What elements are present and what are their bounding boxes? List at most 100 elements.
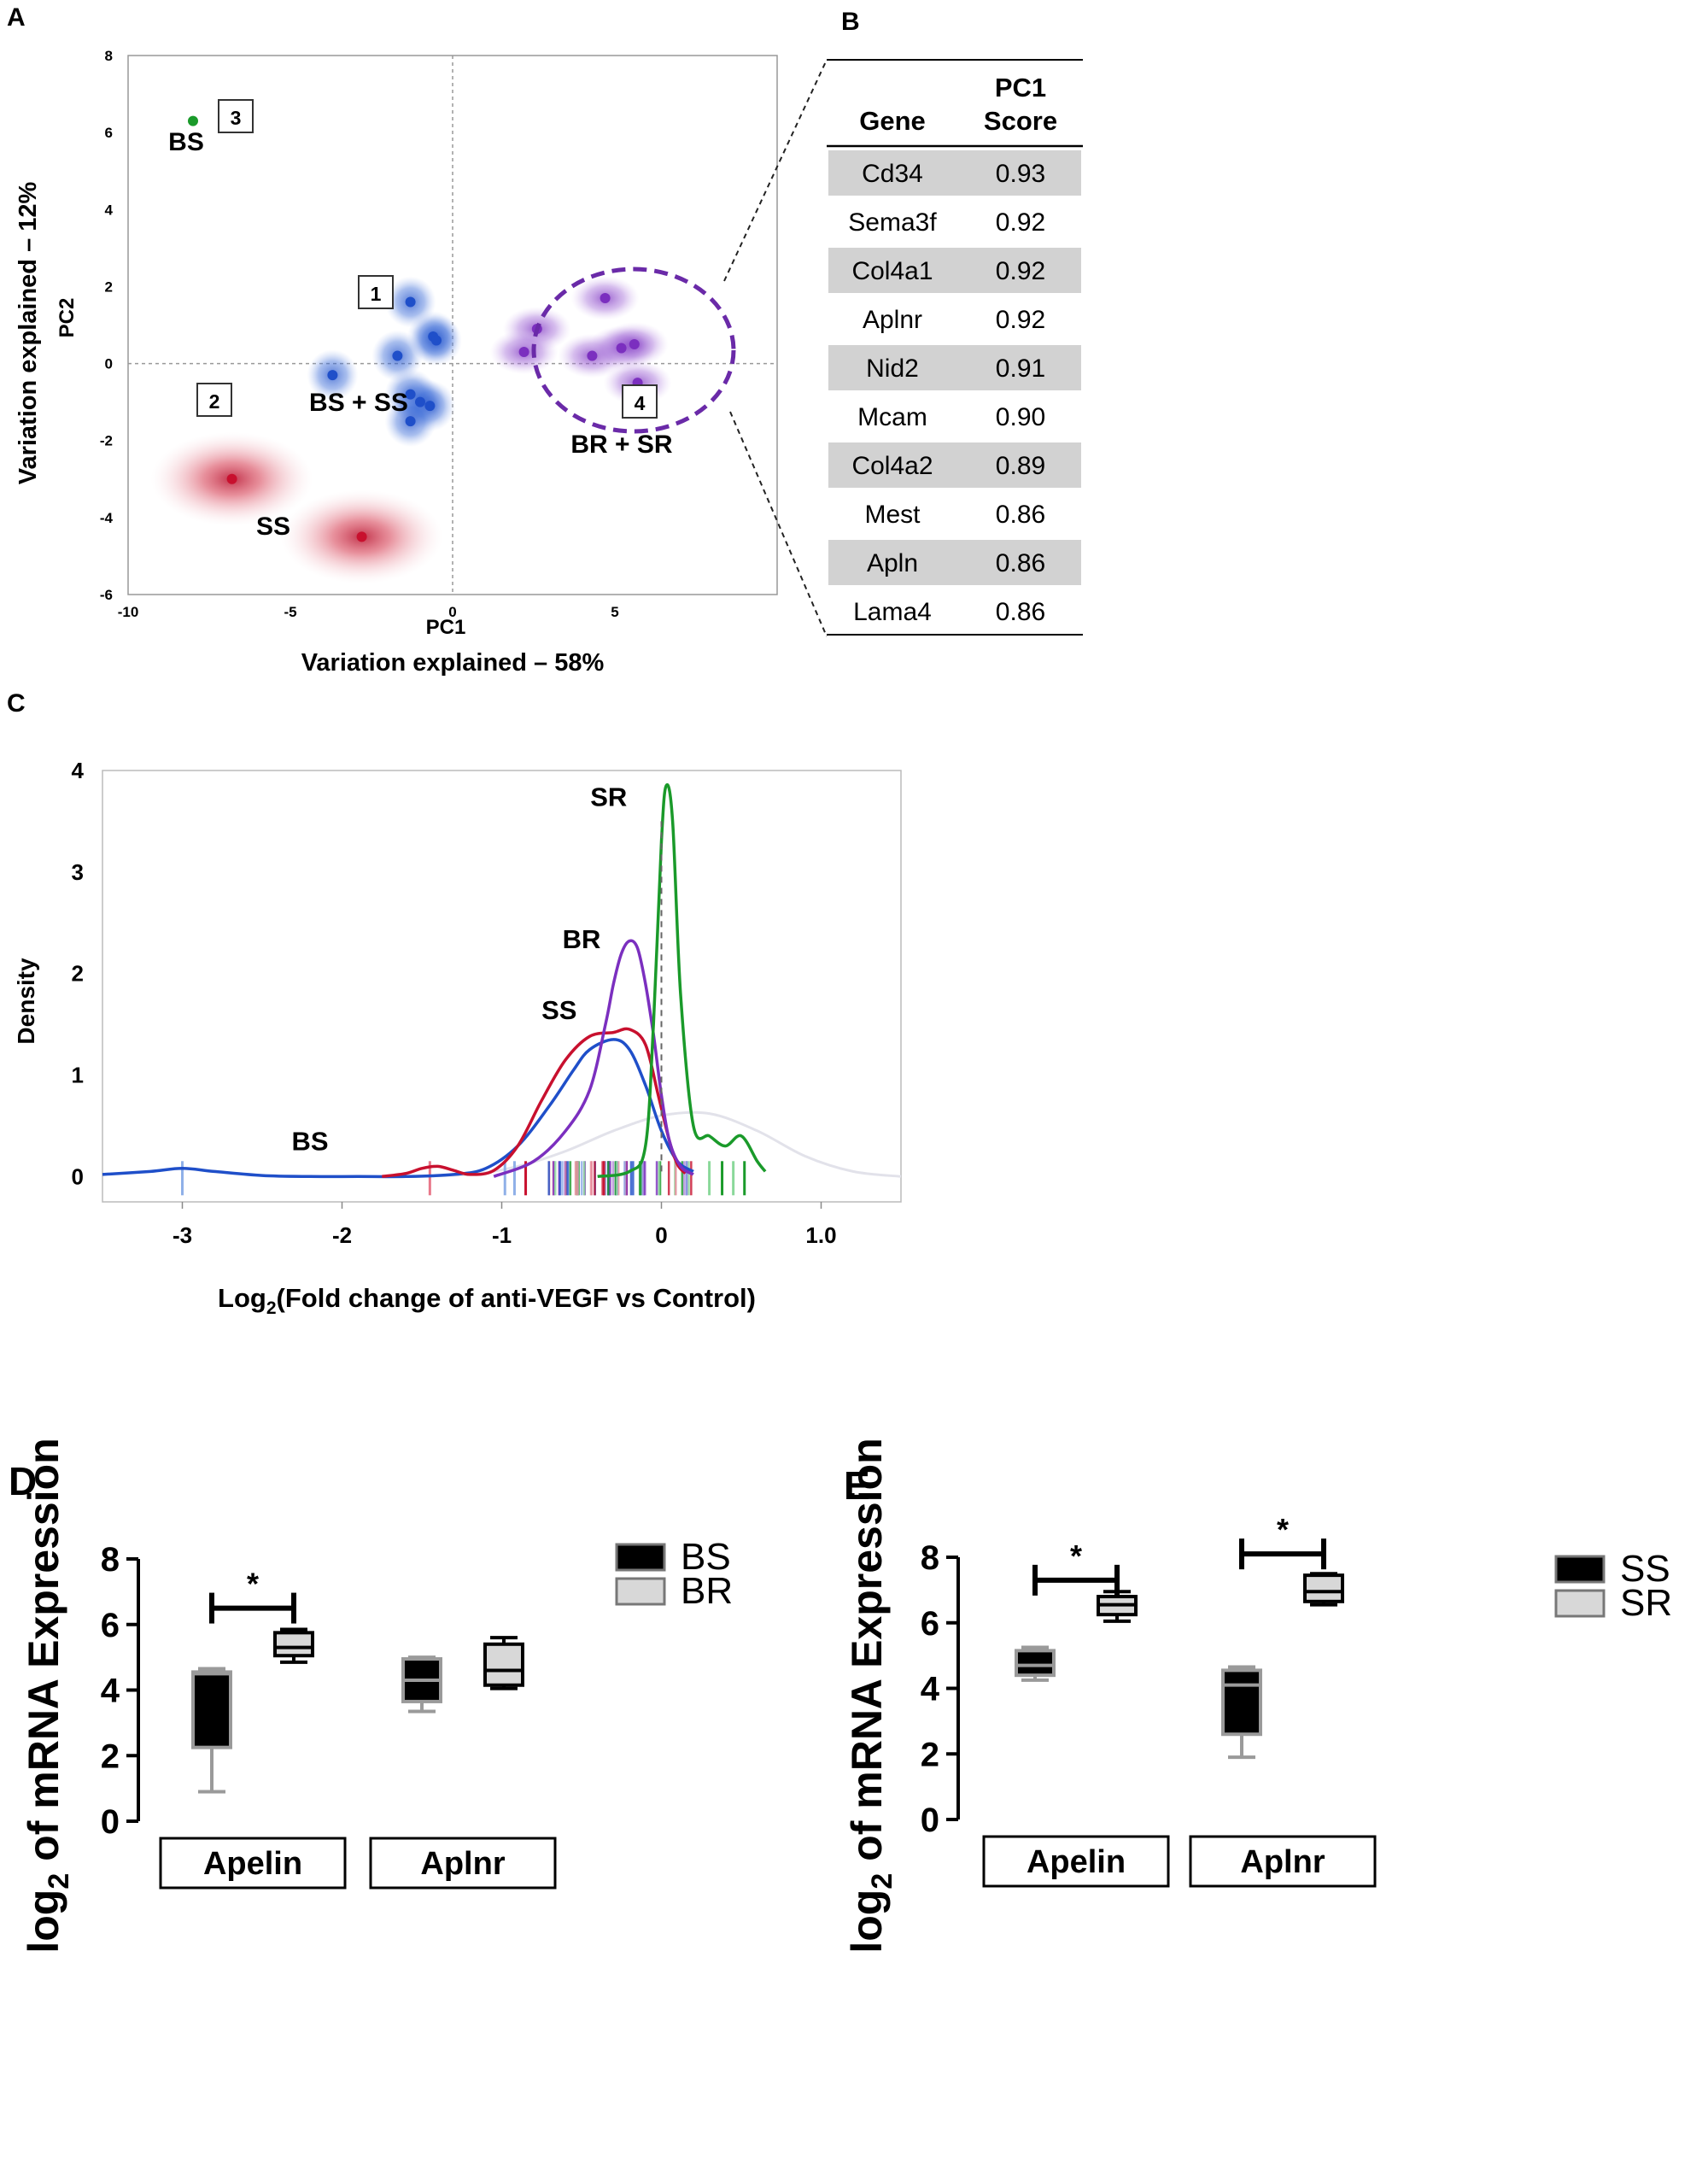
density-label-br: BR: [563, 924, 601, 954]
legend-label-sr: SR: [1620, 1582, 1672, 1624]
density-x-axis-label-sub: 2: [266, 1298, 277, 1318]
cluster-1-point-6: [415, 396, 425, 407]
cluster-3-name: BS: [168, 128, 204, 156]
cluster-1-point-8: [405, 416, 416, 427]
box-y-axis-label-log: log: [843, 1890, 891, 1954]
panel-label-a: A: [7, 3, 26, 32]
box-y-axis-label-sub: 2: [43, 1873, 75, 1890]
category-label-apelin: Apelin: [1027, 1844, 1126, 1880]
legend-label-ss: SS: [1620, 1548, 1670, 1590]
cluster-1-point-4: [327, 370, 338, 381]
box-y-axis-label-rest: of mRNA Expression: [20, 1438, 67, 1872]
category-box-apelin: [159, 1837, 347, 1890]
panel-label-d: D: [9, 1459, 37, 1503]
table-row-6-shade: [828, 442, 1081, 488]
legend-swatch-ss: [1554, 1555, 1606, 1584]
box-y-tick-2: 2: [921, 1736, 939, 1773]
box-y-tick-6: 6: [921, 1605, 939, 1643]
table-score-8: 0.86: [996, 549, 1045, 577]
zoom-connector-bottom: [729, 411, 828, 637]
density-series-labels: SR BR SS BS: [292, 782, 628, 1157]
pca-x-tick-5: 5: [611, 604, 618, 620]
box-y-tick-4: 4: [921, 1671, 940, 1708]
legend-swatch-bs: [615, 1543, 666, 1572]
table-gene-8: Apln: [867, 549, 918, 577]
density-y-tick-1: 1: [72, 1062, 84, 1087]
box-y-tick-8: 8: [101, 1541, 120, 1579]
density-series-lines: [102, 783, 767, 1179]
cluster-1-number-box: [358, 275, 394, 309]
pca-cluster-labels: 1 BS + SS 2 SS 3 BS 4 BR + SR: [168, 99, 673, 541]
legend-label-br: BR: [681, 1570, 733, 1612]
panel-a: A -10 -5 0 5 -6 -4 -2 0 2 4 6 8 1 BS + SS 2 SS 3 BS 4 BR …: [7, 3, 828, 677]
legend-swatch-sr: [1554, 1589, 1606, 1618]
pca-x-tick-0: 0: [448, 604, 456, 620]
box-y-axis-label: log2 of mRNA Expression: [20, 1438, 75, 1953]
density-line-sr: [597, 783, 767, 1179]
density-label-sr: SR: [590, 782, 627, 812]
table-score-7: 0.86: [996, 501, 1045, 529]
pca-x-tick--10: -10: [118, 604, 139, 620]
table-score-6: 0.89: [996, 452, 1045, 480]
sig-star-0: *: [1070, 1538, 1082, 1573]
cluster-1-point-5: [405, 389, 416, 400]
table-header-score-line2: Score: [984, 106, 1057, 136]
pca-y-tick--2: -2: [100, 433, 113, 449]
sig-star-1: *: [1277, 1512, 1289, 1547]
cluster-4-point-2: [518, 347, 529, 358]
density-x-tick-3: 0: [655, 1222, 667, 1248]
density-line-bs: [102, 1038, 694, 1179]
density-x-tick-labels: -3 -2 -1 0 1.0: [173, 1202, 837, 1248]
density-label-ss: SS: [541, 995, 576, 1025]
cluster-4-point-3: [587, 350, 598, 361]
pca-y-tick--6: -6: [100, 587, 113, 603]
cluster-2-point-0: [226, 473, 237, 484]
cluster-1-point-2: [431, 335, 442, 346]
table-gene-4: Nid2: [866, 354, 919, 383]
gene-table-rows: Cd34 0.93 Sema3f 0.92 Col4a1 0.92 Aplnr 0.92 Nid…: [828, 150, 1081, 626]
table-gene-6: Col4a2: [851, 452, 933, 480]
box-y-tick-4: 4: [101, 1673, 120, 1710]
table-score-2: 0.92: [996, 257, 1045, 285]
table-score-4: 0.91: [996, 354, 1045, 383]
density-y-tick-labels: 0 1 2 3 4: [72, 758, 85, 1189]
pca-y-tick-labels: -6 -4 -2 0 2 4 6 8: [100, 48, 114, 603]
category-label-aplnr: Aplnr: [420, 1846, 505, 1882]
table-gene-2: Col4a1: [851, 257, 933, 285]
cluster-4-name: BR + SR: [570, 431, 673, 459]
cluster-2-number-box: [196, 383, 232, 417]
pca-y-tick-2: 2: [105, 278, 113, 295]
legend-label-bs: BS: [681, 1536, 731, 1578]
density-x-tick-4: 1.0: [805, 1222, 836, 1248]
box-y-axis-label: log2 of mRNA Expression: [843, 1438, 898, 1953]
box-y-axis-label-rest: of mRNA Expression: [843, 1438, 891, 1872]
density-line-br: [493, 939, 694, 1178]
box-y-tick-8: 8: [921, 1539, 939, 1577]
table-row-2-shade: [828, 248, 1081, 293]
cluster-3-number-box: [218, 99, 254, 133]
cluster-4-point-5: [629, 339, 640, 350]
panel-label-b: B: [841, 8, 860, 36]
cluster-3-point-0: [188, 115, 198, 126]
table-row-8-shade: [828, 540, 1081, 585]
density-rug: [181, 1161, 746, 1196]
table-gene-9: Lama4: [853, 598, 932, 626]
pca-y-tick--4: -4: [100, 510, 114, 526]
cluster-2-point-1: [356, 531, 367, 542]
pca-x-tick--5: -5: [284, 604, 296, 620]
pca-points: [188, 115, 643, 542]
pca-y-tick-8: 8: [105, 48, 113, 64]
pca-y-axis-sublabel: Variation explained – 12%: [15, 181, 42, 484]
box-aplnr-br: [483, 1642, 524, 1687]
box-y-axis-label-sub: 2: [866, 1873, 898, 1890]
cluster-4-number: 4: [635, 392, 646, 414]
legend-swatch-br: [615, 1577, 666, 1606]
cluster-3-number: 3: [231, 107, 242, 129]
density-x-axis-label: Log2(Fold change of anti-VEGF vs Control…: [218, 1283, 756, 1318]
box-y-tick-2: 2: [101, 1737, 120, 1775]
density-plot-border: [102, 770, 902, 1203]
density-x-axis-label-rest: (Fold change of anti-VEGF vs Control): [277, 1283, 756, 1313]
